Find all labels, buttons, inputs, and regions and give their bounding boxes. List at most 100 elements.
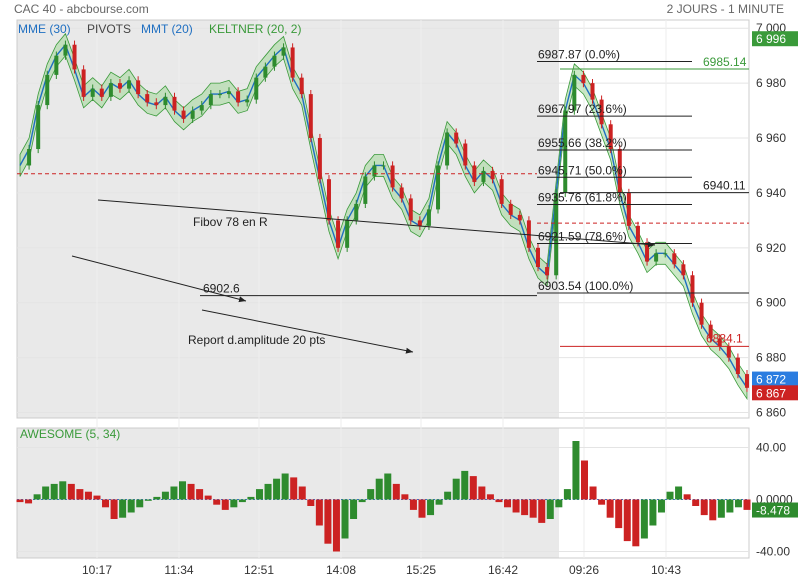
candle	[172, 96, 177, 111]
candle	[227, 91, 232, 95]
osc-bar	[332, 499, 340, 552]
osc-bar	[452, 478, 460, 500]
y-tick-label: 6 880	[756, 351, 786, 365]
arrow-report-1	[71, 255, 247, 303]
osc-bar	[563, 489, 571, 500]
candle	[535, 247, 540, 268]
osc-bar	[640, 499, 648, 539]
candle	[381, 165, 386, 167]
candle	[63, 44, 68, 56]
osc-bar	[435, 499, 443, 505]
candle	[190, 110, 195, 119]
candle	[281, 47, 286, 56]
osc-bar	[504, 499, 512, 508]
arrow-fibov	[97, 199, 656, 248]
osc-bar	[495, 499, 503, 503]
osc-bar	[179, 481, 187, 500]
osc-bar	[196, 489, 204, 500]
candle	[354, 203, 359, 221]
osc-bar	[59, 481, 67, 500]
candle	[517, 214, 522, 221]
osc-bar	[307, 499, 315, 506]
candle	[36, 105, 41, 150]
level-label: 6940.11	[703, 179, 746, 193]
osc-bar	[683, 494, 691, 500]
candle	[445, 132, 450, 166]
price-badge	[752, 371, 798, 387]
timeframe-label[interactable]: 2 JOURS - 1 MINUTE	[666, 2, 784, 16]
y-tick-label: 6 980	[756, 76, 786, 90]
osc-bar	[675, 486, 683, 500]
candle	[27, 149, 32, 166]
osc-bar	[461, 470, 469, 500]
osc-tick-label: -40.00	[756, 545, 790, 559]
osc-bar	[666, 491, 674, 500]
osc-bar	[84, 491, 92, 500]
candle	[90, 88, 95, 97]
candle	[499, 179, 504, 204]
osc-bar	[315, 499, 323, 526]
osc-bar	[213, 499, 221, 505]
annotation-report: Report d.amplitude 20 pts	[188, 333, 325, 347]
fib-label: 6921.59 (78.6%)	[538, 229, 627, 243]
osc-bar	[418, 499, 426, 518]
osc-bar	[290, 477, 298, 500]
y-tick-label: 6 860	[756, 406, 786, 420]
candle	[254, 77, 259, 100]
x-tick-label: 12:51	[244, 563, 274, 577]
x-tick-label: 10:43	[651, 563, 681, 577]
osc-bar	[700, 499, 708, 516]
osc-bar	[726, 499, 734, 513]
candle	[581, 74, 586, 84]
osc-bar	[324, 499, 332, 544]
candle	[617, 149, 622, 193]
osc-bar	[238, 499, 246, 503]
osc-bar	[281, 473, 289, 500]
candle	[708, 324, 713, 339]
osc-bar	[264, 483, 272, 500]
osc-bar	[358, 499, 366, 503]
osc-bar	[384, 473, 392, 500]
osc-bar	[33, 494, 41, 500]
candle	[526, 220, 531, 248]
legend-pivots[interactable]: PIVOTS	[87, 22, 131, 36]
legend-mme[interactable]: MME (30)	[18, 22, 71, 36]
fib-label: 6987.87 (0.0%)	[538, 48, 620, 62]
legend-mmt[interactable]: MMT (20)	[141, 22, 193, 36]
osc-bar	[230, 499, 238, 508]
level-label: 6884.1	[706, 331, 743, 345]
osc-last-value: -8.478	[756, 504, 790, 518]
candle	[717, 338, 722, 347]
candle	[390, 165, 395, 188]
osc-bar	[521, 499, 529, 516]
osc-bar	[136, 499, 144, 508]
osc-bar	[76, 489, 84, 500]
osc-bar	[375, 478, 383, 500]
osc-bar	[42, 486, 50, 500]
osc-bar	[298, 486, 306, 500]
osc-bar	[119, 499, 127, 518]
candle	[217, 94, 222, 96]
candle	[163, 96, 168, 106]
osc-bar	[486, 494, 494, 500]
legend-keltner[interactable]: KELTNER (20, 2)	[209, 22, 301, 36]
osc-bar	[743, 499, 751, 510]
x-tick-label: 15:25	[406, 563, 436, 577]
fib-label: 6935.76 (61.8%)	[538, 191, 627, 205]
candle	[99, 88, 104, 97]
candle	[272, 55, 277, 67]
osc-bar	[717, 499, 725, 518]
candle	[326, 179, 331, 221]
x-tick-label: 16:42	[488, 563, 518, 577]
candle	[81, 69, 86, 97]
osc-bar	[187, 483, 195, 500]
candle	[345, 220, 350, 248]
osc-bar	[367, 489, 375, 500]
candle	[645, 242, 650, 262]
candle	[54, 55, 59, 75]
osc-bar	[615, 499, 623, 529]
awesome-title[interactable]: AWESOME (5, 34)	[20, 427, 120, 441]
price-badge-label: 6 872	[756, 373, 786, 387]
candle	[426, 209, 431, 226]
